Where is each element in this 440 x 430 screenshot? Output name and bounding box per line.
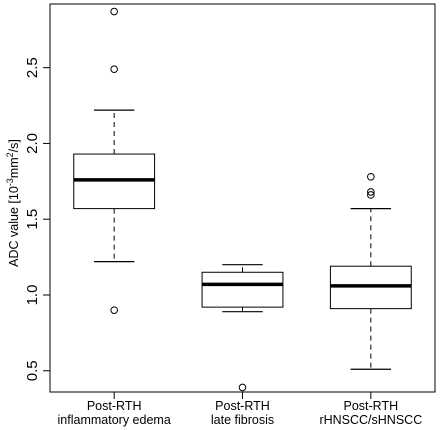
outlier-point xyxy=(367,172,375,181)
x-category-label-line2: late fibrosis xyxy=(211,413,274,427)
y-axis-label-sup2: 2 xyxy=(5,152,15,157)
box-group xyxy=(329,172,412,370)
y-tick-label: 1.0 xyxy=(24,285,41,306)
box-group xyxy=(73,7,156,314)
x-category-label-line2: inflammatory edema xyxy=(58,413,171,427)
y-tick-label: 1.5 xyxy=(24,209,41,230)
x-category-label-line2: rHNSCC/sHNSCC xyxy=(319,413,422,427)
outlier-point xyxy=(110,7,118,16)
outlier-point xyxy=(110,65,118,73)
y-axis-label-suffix: /s] xyxy=(7,139,21,152)
outlier-point xyxy=(367,188,375,196)
box-iqr xyxy=(201,271,284,308)
outlier-point xyxy=(238,383,247,392)
x-category-label-line1: Post-RTH xyxy=(344,399,399,413)
y-axis-label-sup1: -3 xyxy=(5,178,15,186)
y-tick-label: 0.5 xyxy=(24,360,41,381)
y-axis-label-mid: mm xyxy=(7,157,21,178)
y-axis-label-prefix: ADC value [10 xyxy=(7,186,21,267)
outlier-point xyxy=(367,191,375,199)
x-category-label-line1: Post-RTH xyxy=(215,399,270,413)
x-category-label-line1: Post-RTH xyxy=(87,399,142,413)
y-tick-label: 2.5 xyxy=(24,57,41,78)
box-group xyxy=(201,264,284,392)
y-axis-label: ADC value [10-3mm2/s] xyxy=(5,139,21,267)
y-tick-label: 2.0 xyxy=(24,133,41,154)
outlier-point xyxy=(110,306,118,314)
